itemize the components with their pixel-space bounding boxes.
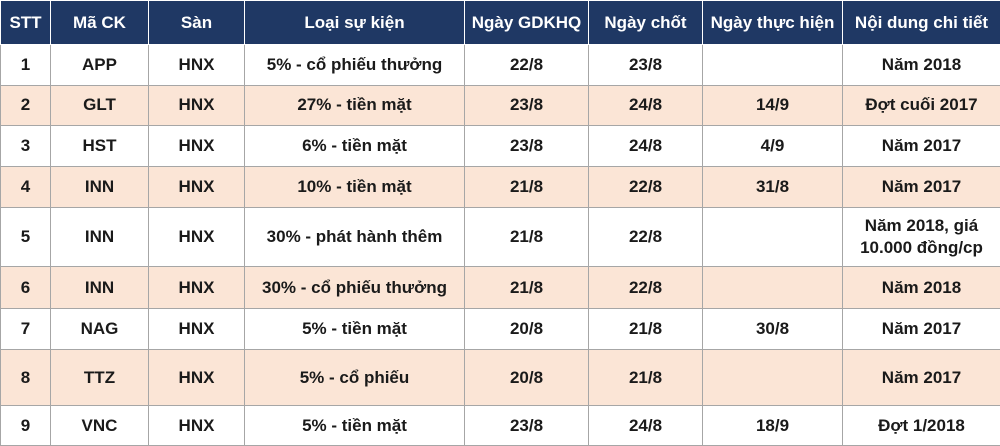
cell-ngay-gdkhq: 21/8 xyxy=(464,207,589,268)
cell-stt: 9 xyxy=(0,405,51,446)
cell-noi-dung: Năm 2018, giá 10.000 đồng/cp xyxy=(842,207,1000,268)
cell-ngay-thuc-hien xyxy=(702,44,843,86)
cell-ma-ck: TTZ xyxy=(50,349,149,407)
cell-loai-su-kien: 5% - cổ phiếu xyxy=(244,349,465,407)
cell-ngay-chot: 24/8 xyxy=(588,405,703,446)
cell-stt: 4 xyxy=(0,165,51,209)
cell-ngay-gdkhq: 21/8 xyxy=(464,266,589,309)
cell-ma-ck: NAG xyxy=(50,307,149,351)
cell-noi-dung: Đợt cuối 2017 xyxy=(842,84,1000,127)
header-san: Sàn xyxy=(148,0,245,45)
cell-noi-dung: Năm 2017 xyxy=(842,165,1000,209)
cell-san: HNX xyxy=(148,307,245,351)
cell-loai-su-kien: 5% - tiền mặt xyxy=(244,405,465,446)
cell-loai-su-kien: 30% - cổ phiếu thưởng xyxy=(244,266,465,309)
header-loai-su-kien: Loại sự kiện xyxy=(244,0,465,45)
cell-ngay-chot: 22/8 xyxy=(588,165,703,209)
cell-ngay-gdkhq: 22/8 xyxy=(464,44,589,86)
table-row: 8 TTZ HNX 5% - cổ phiếu 20/8 21/8 Năm 20… xyxy=(0,349,1000,407)
cell-ngay-chot: 21/8 xyxy=(588,307,703,351)
cell-ngay-thuc-hien: 30/8 xyxy=(702,307,843,351)
cell-ngay-gdkhq: 23/8 xyxy=(464,405,589,446)
cell-stt: 1 xyxy=(0,44,51,86)
cell-san: HNX xyxy=(148,125,245,167)
cell-ma-ck: INN xyxy=(50,165,149,209)
cell-noi-dung: Năm 2018 xyxy=(842,44,1000,86)
table-row: 5 INN HNX 30% - phát hành thêm 21/8 22/8… xyxy=(0,207,1000,268)
cell-ngay-thuc-hien: 18/9 xyxy=(702,405,843,446)
cell-stt: 6 xyxy=(0,266,51,309)
cell-ma-ck: GLT xyxy=(50,84,149,127)
cell-ngay-chot: 21/8 xyxy=(588,349,703,407)
cell-ngay-thuc-hien: 14/9 xyxy=(702,84,843,127)
table-row: 3 HST HNX 6% - tiền mặt 23/8 24/8 4/9 Nă… xyxy=(0,125,1000,167)
cell-san: HNX xyxy=(148,349,245,407)
cell-loai-su-kien: 27% - tiền mặt xyxy=(244,84,465,127)
cell-noi-dung: Năm 2017 xyxy=(842,349,1000,407)
table-row: 6 INN HNX 30% - cổ phiếu thưởng 21/8 22/… xyxy=(0,266,1000,309)
header-ngay-gdkhq: Ngày GDKHQ xyxy=(464,0,589,45)
cell-san: HNX xyxy=(148,266,245,309)
cell-noi-dung: Năm 2017 xyxy=(842,307,1000,351)
header-noi-dung: Nội dung chi tiết xyxy=(842,0,1000,45)
cell-ngay-gdkhq: 20/8 xyxy=(464,349,589,407)
cell-ngay-chot: 24/8 xyxy=(588,84,703,127)
cell-loai-su-kien: 10% - tiền mặt xyxy=(244,165,465,209)
cell-ngay-chot: 22/8 xyxy=(588,266,703,309)
cell-ngay-gdkhq: 20/8 xyxy=(464,307,589,351)
cell-san: HNX xyxy=(148,207,245,268)
table-row: 2 GLT HNX 27% - tiền mặt 23/8 24/8 14/9 … xyxy=(0,84,1000,127)
cell-ngay-gdkhq: 21/8 xyxy=(464,165,589,209)
cell-stt: 3 xyxy=(0,125,51,167)
cell-ma-ck: INN xyxy=(50,207,149,268)
cell-san: HNX xyxy=(148,165,245,209)
cell-ma-ck: HST xyxy=(50,125,149,167)
cell-san: HNX xyxy=(148,44,245,86)
cell-noi-dung: Năm 2018 xyxy=(842,266,1000,309)
cell-ngay-chot: 24/8 xyxy=(588,125,703,167)
cell-ngay-gdkhq: 23/8 xyxy=(464,125,589,167)
cell-ngay-thuc-hien: 31/8 xyxy=(702,165,843,209)
header-ngay-thuc-hien: Ngày thực hiện xyxy=(702,0,843,45)
cell-noi-dung: Năm 2017 xyxy=(842,125,1000,167)
cell-ngay-thuc-hien xyxy=(702,266,843,309)
cell-san: HNX xyxy=(148,84,245,127)
header-ma-ck: Mã CK xyxy=(50,0,149,45)
cell-ngay-chot: 22/8 xyxy=(588,207,703,268)
cell-ma-ck: VNC xyxy=(50,405,149,446)
cell-loai-su-kien: 30% - phát hành thêm xyxy=(244,207,465,268)
cell-san: HNX xyxy=(148,405,245,446)
table-row: 9 VNC HNX 5% - tiền mặt 23/8 24/8 18/9 Đ… xyxy=(0,405,1000,446)
cell-ngay-thuc-hien xyxy=(702,207,843,268)
cell-ngay-gdkhq: 23/8 xyxy=(464,84,589,127)
cell-loai-su-kien: 6% - tiền mặt xyxy=(244,125,465,167)
cell-noi-dung: Đợt 1/2018 xyxy=(842,405,1000,446)
cell-ma-ck: INN xyxy=(50,266,149,309)
cell-ngay-thuc-hien: 4/9 xyxy=(702,125,843,167)
table-row: 1 APP HNX 5% - cổ phiếu thưởng 22/8 23/8… xyxy=(0,44,1000,86)
cell-stt: 2 xyxy=(0,84,51,127)
cell-stt: 8 xyxy=(0,349,51,407)
cell-stt: 5 xyxy=(0,207,51,268)
header-ngay-chot: Ngày chốt xyxy=(588,0,703,45)
cell-ngay-thuc-hien xyxy=(702,349,843,407)
table-row: 7 NAG HNX 5% - tiền mặt 20/8 21/8 30/8 N… xyxy=(0,307,1000,351)
header-row: STT Mã CK Sàn Loại sự kiện Ngày GDKHQ Ng… xyxy=(0,0,1000,45)
cell-loai-su-kien: 5% - cổ phiếu thưởng xyxy=(244,44,465,86)
cell-stt: 7 xyxy=(0,307,51,351)
cell-ngay-chot: 23/8 xyxy=(588,44,703,86)
table-row: 4 INN HNX 10% - tiền mặt 21/8 22/8 31/8 … xyxy=(0,165,1000,209)
cell-loai-su-kien: 5% - tiền mặt xyxy=(244,307,465,351)
cell-ma-ck: APP xyxy=(50,44,149,86)
header-stt: STT xyxy=(0,0,51,45)
